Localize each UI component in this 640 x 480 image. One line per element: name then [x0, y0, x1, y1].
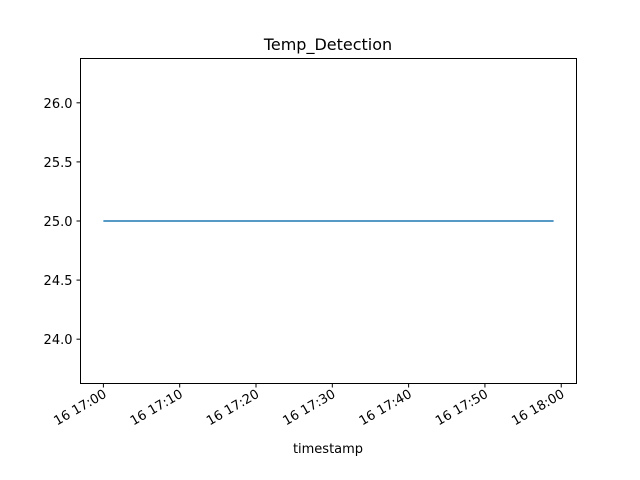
y-tick-label: 24.5 — [44, 274, 73, 289]
x-axis: 16 17:00 16 17:10 16 17:20 16 17:30 16 17:40… — [52, 383, 567, 429]
plot-frame — [80, 58, 577, 384]
y-tick-label: 25.5 — [44, 156, 73, 171]
y-axis: 24.0 24.5 25.0 25.5 26.0 — [44, 97, 81, 348]
x-tick-label: 16 17:50 — [433, 387, 491, 429]
x-tick-label: 16 18:00 — [509, 387, 567, 429]
y-tick-label: 24.0 — [44, 333, 73, 348]
y-tick-label: 25.0 — [44, 215, 73, 230]
x-tick-label: 16 17:00 — [52, 387, 110, 429]
chart-title: Temp_Detection — [263, 35, 392, 55]
x-tick-label: 16 17:30 — [280, 387, 338, 429]
x-tick-label: 16 17:20 — [204, 387, 262, 429]
y-tick-label: 26.0 — [44, 97, 73, 112]
x-tick-label: 16 17:40 — [357, 387, 415, 429]
x-axis-label: timestamp — [293, 442, 363, 457]
x-tick-label: 16 17:10 — [128, 387, 186, 429]
